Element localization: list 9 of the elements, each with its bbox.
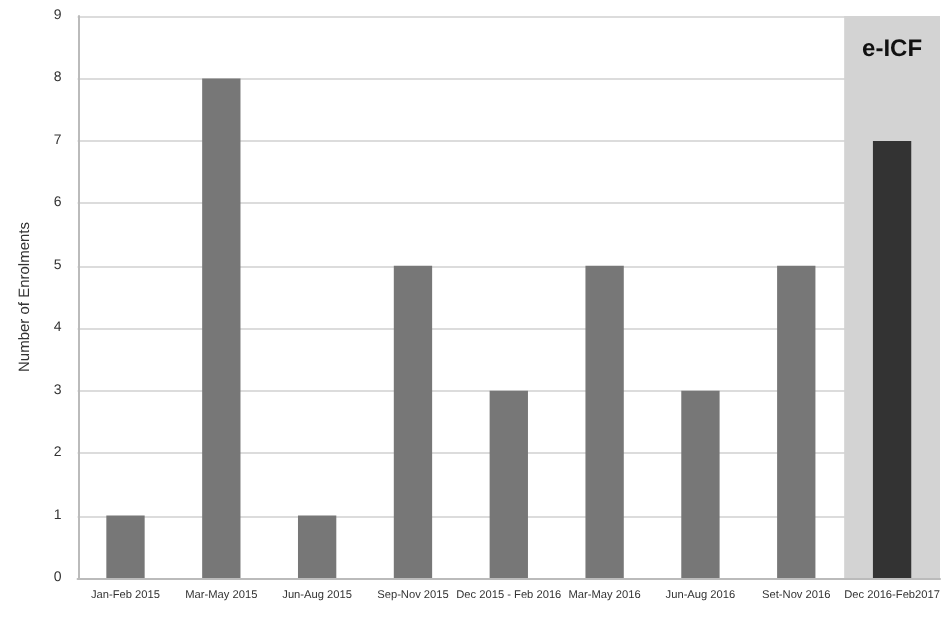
bar — [393, 265, 433, 578]
bar — [489, 390, 528, 578]
bar — [777, 265, 816, 578]
band-label: e-ICF — [862, 34, 923, 62]
bar — [202, 78, 241, 578]
bar — [106, 515, 145, 578]
bar — [297, 515, 337, 578]
bar — [585, 265, 624, 578]
bar — [681, 390, 720, 578]
